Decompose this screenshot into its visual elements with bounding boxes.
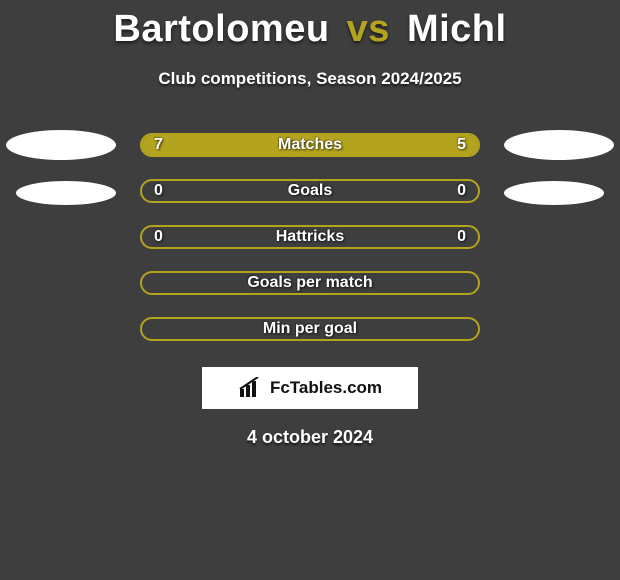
stat-category-label: Goals per match [142,273,478,293]
player1-badge [16,181,116,205]
branding-badge: FcTables.com [202,367,418,409]
stat-category-label: Matches [142,135,478,155]
player1-badge [6,130,116,160]
vs-label: vs [347,8,390,50]
player2-badge [504,181,604,205]
stat-bar: 00Hattricks [140,225,480,249]
chart-icon [238,377,264,399]
stat-bar: 00Goals [140,179,480,203]
stat-row: Goals per match [0,261,620,307]
date-text: 4 october 2024 [0,427,620,448]
stat-category-label: Hattricks [142,227,478,247]
subtitle: Club competitions, Season 2024/2025 [0,69,620,89]
stat-bar: Min per goal [140,317,480,341]
stat-bar: 75Matches [140,133,480,157]
stat-category-label: Min per goal [142,319,478,339]
branding-text: FcTables.com [270,378,382,398]
player2-name: Michl [407,8,507,50]
stat-row: 00Hattricks [0,215,620,261]
player1-name: Bartolomeu [113,8,329,50]
player2-badge [504,130,614,160]
stat-category-label: Goals [142,181,478,201]
stat-rows: 75Matches 00Goals 00Hattricks Goals per mat… [0,123,620,353]
stat-row: Min per goal [0,307,620,353]
stat-row: 75Matches [0,123,620,169]
stat-bar: Goals per match [140,271,480,295]
comparison-infographic: Bartolomeu vs Michl Club competitions, S… [0,0,620,580]
page-title: Bartolomeu vs Michl [0,8,620,51]
stat-row: 00Goals [0,169,620,215]
